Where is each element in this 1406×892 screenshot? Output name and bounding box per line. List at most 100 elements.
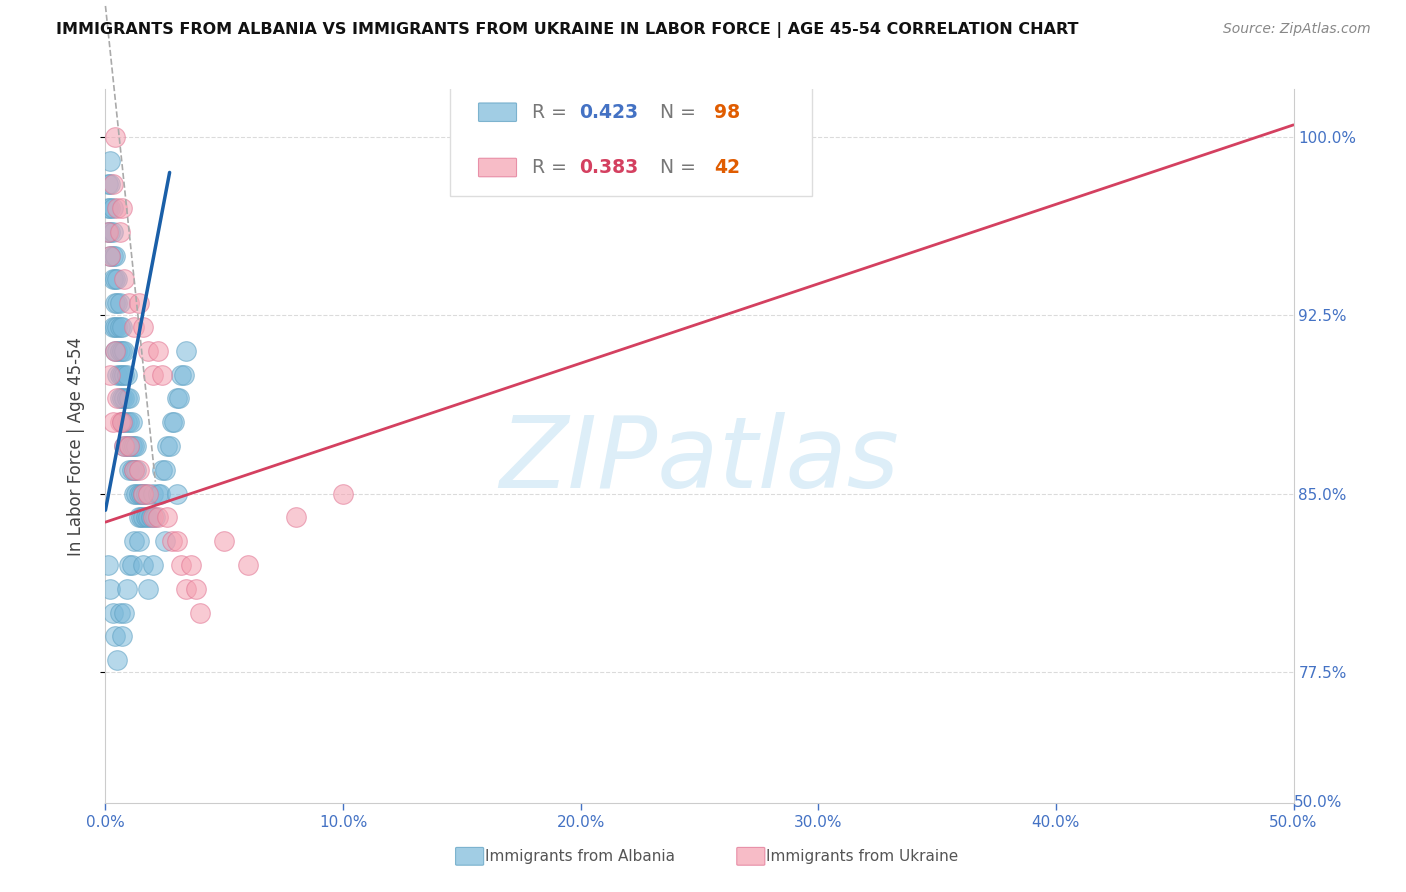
Point bbox=[149, 486, 172, 500]
Point bbox=[98, 582, 121, 596]
Point bbox=[115, 439, 138, 453]
Point bbox=[108, 368, 131, 382]
Point bbox=[180, 558, 202, 572]
Point bbox=[104, 272, 127, 286]
Point bbox=[132, 558, 155, 572]
Point bbox=[105, 320, 128, 334]
Point bbox=[101, 415, 124, 429]
FancyBboxPatch shape bbox=[478, 158, 516, 177]
Point bbox=[105, 296, 128, 310]
Point bbox=[98, 249, 121, 263]
Text: N =: N = bbox=[648, 158, 702, 177]
Point bbox=[97, 201, 120, 215]
Point bbox=[160, 534, 183, 549]
Point bbox=[115, 392, 138, 406]
Point bbox=[118, 439, 141, 453]
Point bbox=[135, 486, 157, 500]
Point bbox=[105, 368, 128, 382]
Point bbox=[108, 225, 131, 239]
Text: 0.383: 0.383 bbox=[579, 158, 638, 177]
Point bbox=[122, 534, 145, 549]
Point bbox=[167, 392, 190, 406]
Point bbox=[115, 582, 138, 596]
Point bbox=[115, 415, 138, 429]
FancyBboxPatch shape bbox=[450, 78, 813, 196]
Point bbox=[108, 296, 131, 310]
Point bbox=[111, 320, 134, 334]
Point bbox=[152, 368, 174, 382]
Point bbox=[142, 368, 165, 382]
Point bbox=[104, 320, 127, 334]
Point bbox=[105, 201, 128, 215]
Point bbox=[98, 368, 121, 382]
Point bbox=[122, 439, 145, 453]
Point bbox=[128, 463, 150, 477]
Point bbox=[111, 201, 134, 215]
Point bbox=[122, 320, 145, 334]
Point bbox=[118, 463, 141, 477]
Point bbox=[98, 153, 121, 168]
Point bbox=[332, 486, 354, 500]
Point bbox=[132, 486, 155, 500]
Point bbox=[284, 510, 307, 524]
Point bbox=[101, 225, 124, 239]
Text: N =: N = bbox=[648, 103, 702, 121]
Point bbox=[111, 629, 134, 643]
Point bbox=[108, 343, 131, 358]
Point bbox=[174, 343, 197, 358]
Point bbox=[105, 272, 128, 286]
Point bbox=[125, 463, 148, 477]
Point bbox=[118, 439, 141, 453]
Point bbox=[97, 225, 120, 239]
Point bbox=[146, 343, 169, 358]
Point bbox=[166, 392, 188, 406]
Point bbox=[114, 343, 136, 358]
Point bbox=[160, 415, 183, 429]
Point bbox=[129, 510, 152, 524]
Point bbox=[174, 582, 197, 596]
Point bbox=[98, 225, 121, 239]
Point bbox=[153, 463, 176, 477]
Point bbox=[108, 320, 131, 334]
Point bbox=[139, 510, 162, 524]
Point bbox=[118, 392, 141, 406]
Point bbox=[132, 510, 155, 524]
Text: Source: ZipAtlas.com: Source: ZipAtlas.com bbox=[1223, 22, 1371, 37]
Point bbox=[146, 510, 169, 524]
Point bbox=[121, 415, 143, 429]
Text: IMMIGRANTS FROM ALBANIA VS IMMIGRANTS FROM UKRAINE IN LABOR FORCE | AGE 45-54 CO: IMMIGRANTS FROM ALBANIA VS IMMIGRANTS FR… bbox=[56, 22, 1078, 38]
Point bbox=[128, 296, 150, 310]
Point bbox=[122, 486, 145, 500]
Point bbox=[98, 178, 121, 192]
Point bbox=[114, 368, 136, 382]
Point bbox=[104, 296, 127, 310]
Point bbox=[125, 439, 148, 453]
Point bbox=[136, 510, 159, 524]
Text: 42: 42 bbox=[714, 158, 740, 177]
Point bbox=[104, 629, 127, 643]
Point bbox=[97, 225, 120, 239]
Point bbox=[136, 486, 159, 500]
Point bbox=[163, 415, 186, 429]
Point bbox=[136, 343, 159, 358]
Point bbox=[108, 606, 131, 620]
Point bbox=[142, 510, 165, 524]
Point bbox=[108, 392, 131, 406]
Point bbox=[104, 343, 127, 358]
Point bbox=[104, 249, 127, 263]
Point bbox=[111, 415, 134, 429]
Point bbox=[114, 272, 136, 286]
Point bbox=[104, 343, 127, 358]
Point bbox=[173, 368, 195, 382]
Point bbox=[105, 392, 128, 406]
Point bbox=[153, 534, 176, 549]
Point bbox=[152, 463, 174, 477]
FancyBboxPatch shape bbox=[478, 103, 516, 121]
Point bbox=[111, 392, 134, 406]
Point bbox=[132, 486, 155, 500]
Point bbox=[114, 415, 136, 429]
Point bbox=[166, 534, 188, 549]
Point bbox=[114, 392, 136, 406]
Point bbox=[135, 510, 157, 524]
Point bbox=[121, 439, 143, 453]
